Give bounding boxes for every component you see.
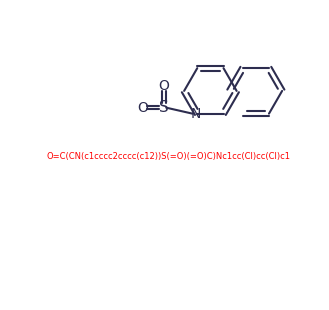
Text: S: S <box>159 100 169 115</box>
Text: O=C(CN(c1cccc2cccc(c12))S(=O)(=O)C)Nc1cc(Cl)cc(Cl)c1: O=C(CN(c1cccc2cccc(c12))S(=O)(=O)C)Nc1cc… <box>47 152 291 161</box>
Text: O: O <box>137 101 148 115</box>
Text: O: O <box>158 79 169 93</box>
Text: N: N <box>191 107 201 121</box>
